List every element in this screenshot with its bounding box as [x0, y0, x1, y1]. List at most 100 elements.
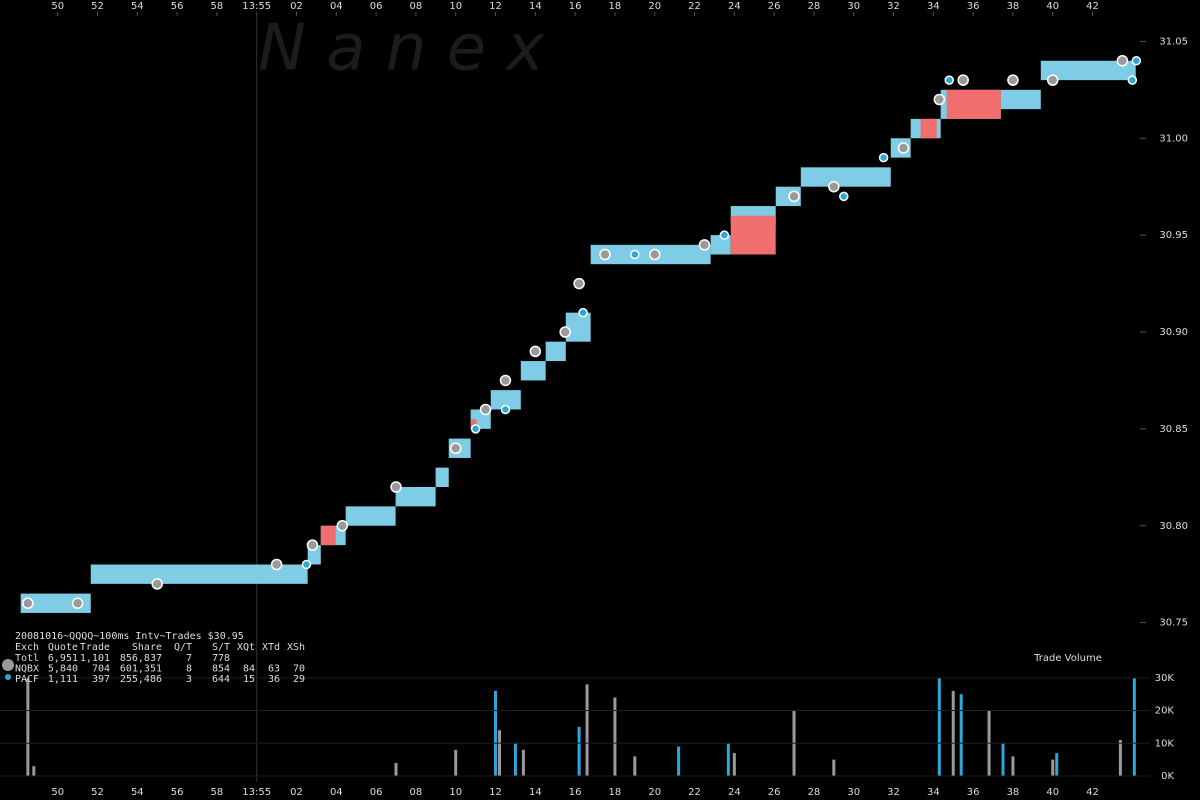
volume-bar	[513, 743, 517, 776]
volume-bar	[494, 690, 498, 776]
x-tick-label: 56	[171, 1, 184, 12]
info-header: S/T	[212, 642, 230, 653]
trade	[897, 142, 910, 154]
info-cell: 5,840	[48, 664, 78, 675]
trade	[529, 345, 542, 358]
x-tick-label: 36	[967, 787, 980, 798]
volume-bar	[832, 759, 836, 776]
volume-bar	[1118, 740, 1122, 776]
y-tick-label: 10K	[1155, 738, 1175, 749]
y-tick-label: 30.80	[1159, 521, 1188, 532]
volume-bar	[633, 756, 637, 776]
trade	[1131, 56, 1142, 66]
trade	[788, 190, 800, 203]
volume-bar	[937, 677, 941, 776]
volume-bar	[732, 753, 736, 776]
trade	[1046, 74, 1059, 86]
info-header: Exch	[15, 642, 39, 653]
info-cell: 3	[186, 674, 192, 685]
quote-band	[490, 390, 521, 410]
quote-band	[520, 361, 546, 381]
crossed-band	[730, 215, 776, 255]
info-cell: 7	[186, 653, 192, 664]
x-tick-label: 08	[410, 787, 423, 798]
x-tick-label: 38	[1007, 1, 1020, 12]
info-cell: 63	[268, 664, 280, 675]
y-tick-label: 0K	[1161, 771, 1174, 782]
volume-bar	[1132, 677, 1136, 776]
info-cell: 778	[212, 653, 230, 664]
volume-bar	[1011, 756, 1015, 776]
info-cell: 70	[293, 664, 305, 675]
trade	[270, 558, 283, 571]
info-header: Q/T	[174, 642, 192, 653]
quote-band	[1000, 89, 1041, 110]
y-tick-label: 31.05	[1159, 36, 1188, 47]
x-tick-label: 12	[489, 787, 502, 798]
trade	[957, 74, 969, 86]
legend-marker	[2, 659, 14, 671]
volume-bar	[577, 726, 581, 776]
x-tick-label: 10	[449, 787, 462, 798]
info-cell: 15	[243, 674, 255, 685]
info-header: XQt	[237, 642, 255, 653]
trade	[449, 442, 462, 454]
info-cell: 1,111	[48, 674, 78, 685]
trade	[1127, 75, 1138, 85]
x-tick-label: 13:55	[242, 787, 271, 798]
x-tick-label: 16	[569, 787, 582, 798]
x-tick-label: 42	[1086, 787, 1099, 798]
volume-bar	[951, 690, 955, 776]
trade	[499, 374, 512, 387]
crossed-band	[320, 525, 336, 546]
volume-bar	[394, 762, 398, 776]
x-tick-label: 06	[370, 787, 383, 798]
x-tick-label: 12	[489, 1, 502, 12]
info-cell: 644	[212, 674, 230, 685]
x-tick-label: 58	[211, 787, 224, 798]
trade	[71, 597, 84, 609]
info-exch: PACF	[15, 674, 39, 685]
x-tick-label: 36	[967, 1, 980, 12]
crossed-band	[470, 419, 477, 429]
trade	[559, 326, 571, 338]
info-cell: 1,101	[80, 653, 110, 664]
info-header: Share	[132, 642, 162, 653]
info-cell: 856,837	[120, 653, 162, 664]
volume-bar	[677, 746, 681, 776]
volume-bar	[585, 684, 589, 776]
info-header: Trade	[80, 642, 110, 653]
volume-bar	[613, 697, 617, 776]
quote-band	[565, 312, 591, 342]
x-tick-label: 50	[51, 787, 64, 798]
x-tick-label: 42	[1086, 1, 1099, 12]
x-tick-label: 52	[91, 1, 104, 12]
volume-bar	[1051, 759, 1055, 776]
crossed-band	[946, 89, 1001, 119]
trade	[390, 481, 402, 493]
y-tick-label: 30.75	[1159, 618, 1188, 629]
info-cell: 8	[186, 664, 192, 675]
x-tick-label: 22	[688, 787, 701, 798]
x-tick-label: 22	[688, 1, 701, 12]
x-tick-label: 26	[768, 787, 781, 798]
x-tick-label: 18	[609, 787, 622, 798]
info-cell: 84	[243, 664, 255, 675]
trade	[306, 539, 319, 551]
volume-bar	[1055, 753, 1059, 776]
trade	[698, 239, 711, 251]
x-tick-label: 10	[449, 1, 462, 12]
trade	[1116, 55, 1129, 67]
x-tick-label: 02	[290, 1, 303, 12]
trade	[578, 307, 588, 318]
x-tick-label: 40	[1046, 1, 1059, 12]
trade	[828, 180, 840, 193]
volume-bar	[32, 766, 36, 776]
x-tick-label: 24	[728, 787, 741, 798]
x-tick-label: 54	[131, 1, 144, 12]
volume-bar	[726, 743, 730, 776]
crossed-band	[920, 118, 937, 139]
info-cell: 704	[92, 664, 110, 675]
trade	[22, 597, 34, 609]
